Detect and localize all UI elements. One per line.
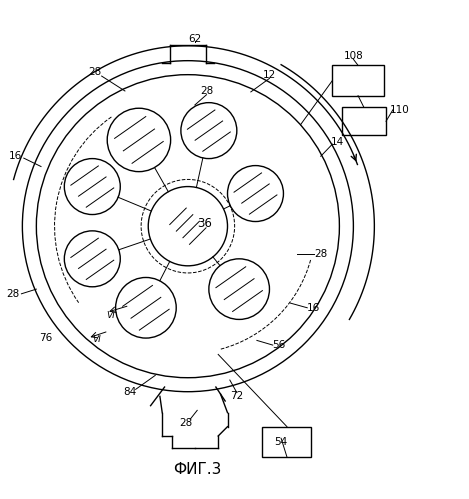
- Bar: [342, 107, 386, 135]
- Text: 28: 28: [200, 86, 213, 96]
- Text: 28: 28: [179, 418, 192, 428]
- Text: VI: VI: [92, 334, 101, 343]
- Text: 62: 62: [188, 34, 202, 44]
- Text: 12: 12: [263, 70, 276, 80]
- Text: 76: 76: [39, 333, 53, 343]
- Text: 16: 16: [9, 151, 22, 161]
- Text: 84: 84: [123, 387, 136, 397]
- Bar: [333, 65, 384, 96]
- Text: 36: 36: [197, 218, 212, 231]
- Text: 56: 56: [272, 340, 286, 350]
- Text: 72: 72: [230, 391, 243, 401]
- Text: 14: 14: [331, 137, 344, 147]
- Text: ФИГ.3: ФИГ.3: [173, 462, 221, 477]
- Text: 54: 54: [274, 437, 288, 447]
- Text: 108: 108: [343, 50, 363, 60]
- Bar: [263, 427, 311, 457]
- Text: 28: 28: [7, 289, 20, 299]
- Text: VI: VI: [106, 311, 115, 320]
- Text: 28: 28: [88, 67, 101, 77]
- Text: 28: 28: [314, 249, 327, 259]
- Text: 110: 110: [390, 105, 410, 115]
- Text: 16: 16: [307, 303, 320, 313]
